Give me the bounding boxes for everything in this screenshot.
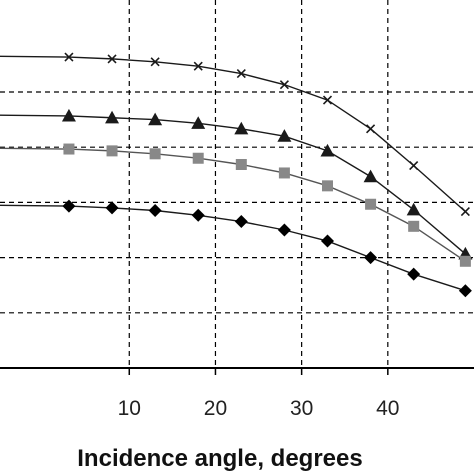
x-tick-labels: 10 20 30 40 (118, 397, 400, 420)
cross-stroke (279, 80, 289, 90)
square-marker (459, 255, 471, 267)
cross-marker (460, 207, 470, 217)
cross-stroke (107, 54, 117, 64)
cross-stroke (150, 57, 160, 67)
triangle-marker (61, 108, 76, 122)
square-marker (149, 148, 161, 160)
diamond-marker (277, 223, 291, 237)
triangle-marker (148, 112, 163, 126)
series-cross (0, 52, 470, 217)
cross-marker (107, 54, 117, 64)
series-group (0, 52, 473, 298)
square-marker (63, 143, 75, 155)
cross-marker (150, 57, 160, 67)
series-line (0, 55, 466, 213)
cross-marker (236, 69, 246, 79)
cross-stroke (236, 69, 246, 79)
cross-marker (64, 52, 74, 62)
x-tick-label: 20 (204, 397, 227, 420)
series-square (0, 143, 471, 267)
triangle-marker (406, 202, 421, 216)
diamond-marker (458, 284, 472, 298)
diamond-marker (407, 267, 421, 281)
triangle-marker (234, 121, 249, 135)
x-tick-label: 30 (290, 397, 313, 420)
cross-stroke (366, 124, 376, 134)
cross-stroke (460, 207, 470, 217)
cross-marker (322, 95, 333, 105)
triangle-marker (277, 129, 292, 142)
triangle-marker (191, 116, 206, 129)
diamond-marker (191, 208, 205, 222)
cross-stroke (322, 95, 333, 105)
cross-stroke (409, 161, 419, 171)
x-axis-title: Incidence angle, degrees (77, 445, 362, 472)
triangle-marker (105, 110, 120, 124)
cross-marker (193, 61, 203, 71)
diamond-marker (364, 251, 378, 265)
triangle-marker (320, 143, 335, 157)
series-line (0, 204, 466, 292)
cross-marker (366, 124, 376, 134)
diamond-marker (320, 234, 334, 248)
square-marker (192, 152, 204, 164)
series-diamond (0, 199, 472, 298)
diamond-marker (105, 201, 119, 215)
triangle-marker (363, 169, 378, 183)
square-marker (278, 167, 290, 179)
square-marker (106, 145, 118, 157)
square-marker (365, 198, 377, 210)
series-triangle (0, 108, 473, 260)
grid (0, 0, 474, 368)
diamond-marker (234, 215, 248, 229)
cross-stroke (64, 52, 74, 62)
cross-stroke (193, 61, 203, 71)
x-tick-label: 40 (376, 397, 399, 420)
square-marker (408, 220, 420, 232)
axes (0, 367, 474, 375)
series-line (0, 114, 466, 255)
cross-marker (279, 80, 289, 90)
square-marker (321, 180, 333, 192)
x-tick-label: 10 (118, 397, 141, 420)
diamond-marker (62, 199, 76, 213)
cross-marker (409, 161, 419, 171)
diamond-marker (148, 203, 162, 217)
square-marker (235, 158, 247, 170)
